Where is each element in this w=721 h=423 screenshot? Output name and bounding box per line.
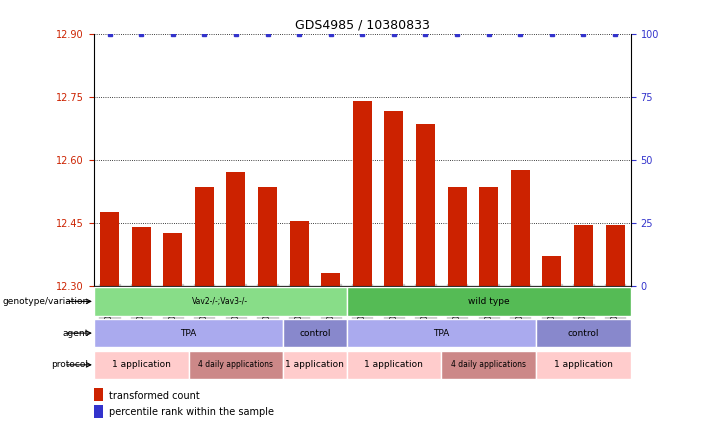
Text: agent: agent [62,329,89,338]
Bar [132,227,151,286]
Bar [100,212,119,286]
Text: Vav2-/-;Vav3-/-: Vav2-/-;Vav3-/- [192,297,248,306]
Bar [510,170,530,286]
Bar [188,351,283,379]
Bar [347,319,536,347]
Bar [347,287,631,316]
Bar [574,225,593,286]
Text: control: control [299,329,331,338]
Title: GDS4985 / 10380833: GDS4985 / 10380833 [295,18,430,31]
Bar [536,351,631,379]
Text: 1 application: 1 application [286,360,345,369]
Bar [479,187,498,286]
Bar [322,273,340,286]
Text: 4 daily applications: 4 daily applications [198,360,273,369]
Bar [384,111,403,286]
Text: TPA: TPA [433,329,449,338]
Text: TPA: TPA [180,329,197,338]
Text: wild type: wild type [468,297,510,306]
Bar [347,351,441,379]
Bar [416,124,435,286]
Bar [283,319,347,347]
Bar [353,101,372,286]
Bar [542,256,562,286]
Bar [163,233,182,286]
Bar [441,351,536,379]
Bar [94,319,283,347]
Text: control: control [567,329,599,338]
Bar [448,187,466,286]
Bar [606,225,624,286]
Bar [283,351,347,379]
Text: 1 application: 1 application [112,360,171,369]
Text: transformed count: transformed count [109,390,200,401]
Text: percentile rank within the sample: percentile rank within the sample [109,407,274,418]
Text: protocol: protocol [51,360,89,369]
Text: 4 daily applications: 4 daily applications [451,360,526,369]
Bar [94,351,188,379]
Bar [226,172,245,286]
Text: 1 application: 1 application [554,360,613,369]
Bar [536,319,631,347]
Bar [195,187,214,286]
Text: 1 application: 1 application [364,360,423,369]
Text: genotype/variation: genotype/variation [2,297,89,306]
Bar [258,187,277,286]
Bar [290,220,309,286]
Bar [94,287,347,316]
